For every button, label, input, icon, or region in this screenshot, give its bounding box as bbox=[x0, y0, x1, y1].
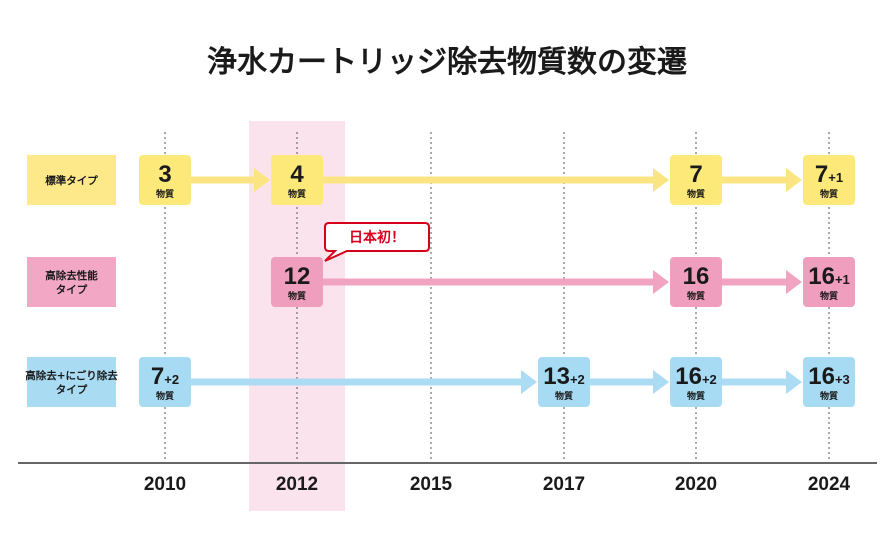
data-point-value: 16+1 bbox=[808, 263, 850, 290]
data-point-box bbox=[803, 357, 855, 407]
data-point-unit: 物質 bbox=[687, 390, 705, 402]
callout-layer: 日本初！ bbox=[324, 222, 430, 262]
data-point-2024: 16+3物質 bbox=[803, 357, 855, 407]
data-point-value: 16 bbox=[683, 263, 710, 290]
data-point-box bbox=[538, 357, 590, 407]
data-point-value: 12 bbox=[284, 263, 311, 290]
data-point-value: 16+3 bbox=[808, 363, 850, 390]
callout-text: 日本初！ bbox=[349, 229, 405, 246]
series-label-box bbox=[27, 357, 116, 407]
data-point-2020: 16+2物質 bbox=[670, 357, 722, 407]
callout-bubble bbox=[324, 222, 430, 262]
data-point-2020: 7物質 bbox=[670, 155, 722, 205]
data-point-2024: 16+1物質 bbox=[803, 257, 855, 307]
data-point-box bbox=[803, 155, 855, 205]
arrow-2020-to-2024 bbox=[722, 168, 802, 192]
x-tick-label-2024: 2024 bbox=[808, 474, 851, 495]
data-point-2012: 4物質 bbox=[271, 155, 323, 205]
data-point-box bbox=[139, 155, 191, 205]
data-point-unit: 物質 bbox=[555, 390, 573, 402]
data-point-unit: 物質 bbox=[687, 188, 705, 200]
series-label-box bbox=[27, 257, 116, 307]
data-point-value: 13+2 bbox=[543, 363, 585, 390]
data-point-value: 7 bbox=[689, 161, 702, 188]
data-point-box bbox=[670, 257, 722, 307]
data-point-box bbox=[271, 257, 323, 307]
data-point-box bbox=[271, 155, 323, 205]
x-tick-label-2020: 2020 bbox=[675, 474, 717, 495]
arrow-2010-to-2017 bbox=[191, 370, 537, 394]
data-point-value: 7+2 bbox=[151, 363, 179, 390]
data-point-unit: 物質 bbox=[288, 188, 306, 200]
series-label-text: タイプ bbox=[56, 283, 88, 296]
x-axis-tick-labels: 2010 2012 2015 2017 2020 2024 bbox=[144, 474, 851, 495]
data-point-unit: 物質 bbox=[687, 290, 705, 302]
arrow-2010-to-2012 bbox=[191, 168, 270, 192]
data-point-unit: 物質 bbox=[820, 188, 838, 200]
x-tick-label-2015: 2015 bbox=[410, 474, 453, 495]
data-point-box bbox=[670, 357, 722, 407]
series-label-text: 高除去+にごり除去 bbox=[25, 369, 118, 382]
data-point-box bbox=[670, 155, 722, 205]
arrow-2020-to-2024 bbox=[722, 370, 802, 394]
data-point-2024: 7+1物質 bbox=[803, 155, 855, 205]
data-point-2017: 13+2物質 bbox=[538, 357, 590, 407]
data-point-2010: 3物質 bbox=[139, 155, 191, 205]
chart-title: 浄水カートリッジ除去物質数の変遷 bbox=[207, 45, 687, 80]
series-label-text: 高除去性能 bbox=[45, 269, 98, 282]
data-point-value: 16+2 bbox=[675, 363, 717, 390]
series-label-text: タイプ bbox=[56, 383, 88, 396]
series-label-text: 標準タイプ bbox=[45, 174, 98, 187]
data-point-unit: 物質 bbox=[156, 390, 174, 402]
data-point-value: 4 bbox=[290, 161, 304, 188]
data-point-value: 7+1 bbox=[815, 161, 843, 188]
arrow-2020-to-2024 bbox=[722, 270, 802, 294]
series-label-box bbox=[27, 155, 116, 205]
data-point-value: 3 bbox=[158, 161, 171, 188]
x-tick-label-2010: 2010 bbox=[144, 474, 186, 495]
data-point-unit: 物質 bbox=[288, 290, 306, 302]
data-point-unit: 物質 bbox=[820, 390, 838, 402]
data-point-box bbox=[139, 357, 191, 407]
data-point-box bbox=[803, 257, 855, 307]
arrow-2012-to-2020 bbox=[323, 270, 669, 294]
x-tick-label-2017: 2017 bbox=[543, 474, 585, 495]
data-point-unit: 物質 bbox=[156, 188, 174, 200]
data-point-unit: 物質 bbox=[820, 290, 838, 302]
arrow-2012-to-2020 bbox=[323, 168, 669, 192]
arrow-2017-to-2020 bbox=[590, 370, 669, 394]
x-tick-label-2012: 2012 bbox=[276, 474, 318, 495]
data-point-2010: 7+2物質 bbox=[139, 357, 191, 407]
